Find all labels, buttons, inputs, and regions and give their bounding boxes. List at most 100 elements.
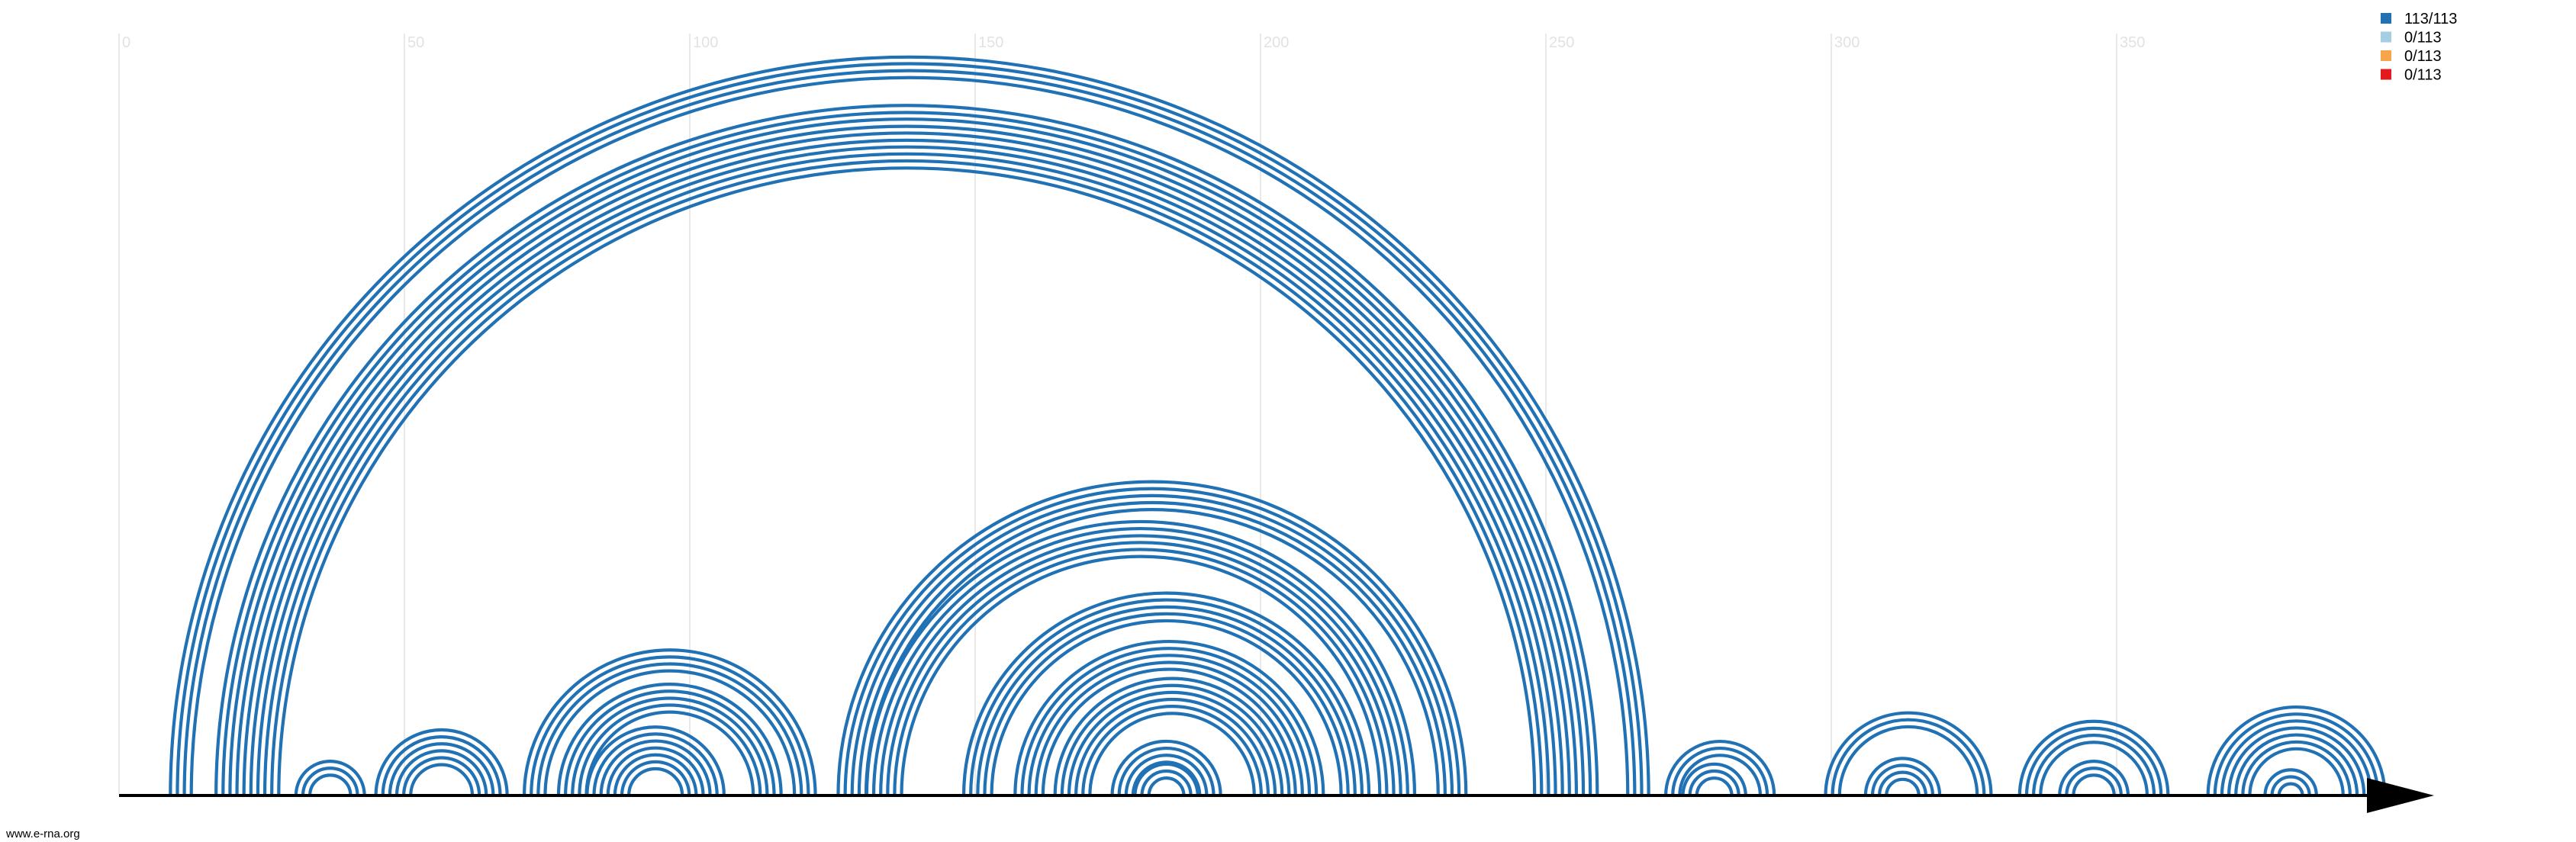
- base-pair-arc: [556, 683, 783, 796]
- base-pair-arc: [543, 670, 797, 796]
- legend-swatch: [2381, 69, 2391, 80]
- base-pair-arc: [394, 749, 488, 796]
- x-tick-label: 200: [1264, 34, 1289, 51]
- base-pair-arc: [990, 619, 1343, 796]
- legend-label: 113/113: [2404, 11, 2457, 27]
- base-pair-arc: [256, 145, 1557, 796]
- sequence-axis: [119, 778, 2434, 813]
- base-pair-arc: [1681, 762, 1747, 796]
- base-pair-arc: [585, 725, 726, 796]
- base-pair-arc: [301, 766, 359, 796]
- base-pair-arc: [1870, 763, 1935, 796]
- x-tick-label: 50: [407, 34, 424, 51]
- base-pair-arc: [169, 55, 1650, 796]
- base-pair-arc: [864, 508, 1440, 796]
- base-pair-arc: [1117, 747, 1216, 796]
- base-pair-arc: [536, 662, 803, 796]
- base-pair-arc: [1027, 654, 1312, 796]
- legend-swatch: [2381, 13, 2391, 24]
- base-pair-arc: [1824, 711, 1993, 796]
- base-pair-arc: [1067, 690, 1277, 796]
- base-pair-arc: [584, 710, 755, 796]
- base-pair-arc: [971, 600, 1362, 795]
- base-pair-arc: [893, 548, 1389, 796]
- base-pair-arc: [270, 159, 1544, 796]
- base-pair-arc: [879, 534, 1402, 796]
- base-pair-arc: [2017, 719, 2170, 796]
- base-pair-arc: [223, 112, 1590, 795]
- legend-swatch: [2381, 50, 2391, 61]
- legend-label: 0/113: [2404, 67, 2442, 84]
- base-pair-arc: [277, 166, 1537, 796]
- base-pair-arc: [1041, 667, 1297, 796]
- base-pair-arc: [530, 656, 810, 796]
- base-pair-arc: [2277, 782, 2304, 796]
- base-pair-arc: [522, 648, 817, 796]
- base-pair-arc: [1110, 739, 1222, 796]
- base-pair-arc: [308, 773, 353, 796]
- x-tick-label: 300: [1834, 34, 1860, 51]
- base-pair-arc: [2213, 713, 2380, 796]
- base-pair-arc: [563, 689, 776, 796]
- base-pair-arc: [571, 696, 769, 796]
- axis-arrowhead: [2367, 778, 2434, 813]
- base-pair-arc: [620, 760, 691, 796]
- base-pair-arc: [1671, 747, 1769, 796]
- base-pair-arc: [1140, 770, 1193, 796]
- base-pair-arc: [388, 742, 495, 796]
- base-pair-arc: [1081, 705, 1263, 796]
- base-pair-arc: [1088, 712, 1256, 796]
- base-pair-arc: [1695, 776, 1734, 796]
- x-tick-label: 350: [2120, 34, 2145, 51]
- base-pair-arc: [1053, 676, 1291, 796]
- base-pair-arc: [599, 739, 712, 796]
- base-pair-arc: [2234, 733, 2359, 796]
- base-pair-arc: [228, 117, 1586, 796]
- base-pair-arc: [1133, 762, 1199, 796]
- base-pair-arc: [865, 519, 1417, 796]
- legend-swatch: [2381, 31, 2391, 43]
- credit-text: www.e-rna.org: [6, 828, 80, 840]
- tick-labels: 0 50 100 150 200 250 300 350: [122, 34, 2145, 51]
- base-pair-arc: [2270, 775, 2311, 796]
- x-tick-label: 150: [978, 34, 1003, 51]
- base-pair-arc: [2227, 727, 2366, 796]
- base-pair-arc: [2220, 719, 2373, 796]
- legend-label: 0/113: [2404, 30, 2442, 47]
- base-pair-arc: [976, 605, 1357, 796]
- base-pair-arc: [2039, 741, 2149, 796]
- base-pair-arc: [1147, 776, 1186, 796]
- base-pair-arc: [836, 480, 1468, 796]
- base-pair-arc: [1837, 725, 1979, 796]
- base-pair-arc: [374, 728, 509, 796]
- base-pair-arc: [2206, 705, 2387, 796]
- base-pair-arc: [381, 735, 502, 796]
- base-pair-arc: [1688, 770, 1740, 796]
- base-pair-arc: [2248, 747, 2345, 796]
- base-pair-arc: [961, 591, 1371, 796]
- base-pair-arc: [214, 103, 1599, 796]
- base-pair-arc: [1831, 718, 1986, 796]
- base-pair-arc: [294, 760, 366, 796]
- base-pair-arc: [578, 703, 762, 796]
- base-pair-arc: [262, 153, 1550, 796]
- base-pair-arc: [1013, 639, 1325, 796]
- base-pair-arc: [613, 753, 698, 796]
- arc-layer: [169, 55, 2387, 796]
- base-pair-arc: [2065, 766, 2123, 796]
- base-pair-arc: [242, 131, 1571, 796]
- base-pair-arc: [192, 78, 1628, 795]
- base-pair-arc: [606, 746, 705, 796]
- base-pair-arc: [1074, 698, 1270, 796]
- base-pair-arc: [1878, 770, 1927, 796]
- base-pair-arc: [1678, 754, 1763, 796]
- base-pair-arc: [1663, 739, 1776, 796]
- base-pair-arc: [592, 732, 719, 796]
- base-pair-arc: [402, 756, 481, 796]
- x-tick-label: 250: [1549, 34, 1574, 51]
- base-pair-arc: [2263, 768, 2318, 796]
- base-pair-arc: [2031, 733, 2156, 796]
- base-pair-arc: [2072, 773, 2116, 796]
